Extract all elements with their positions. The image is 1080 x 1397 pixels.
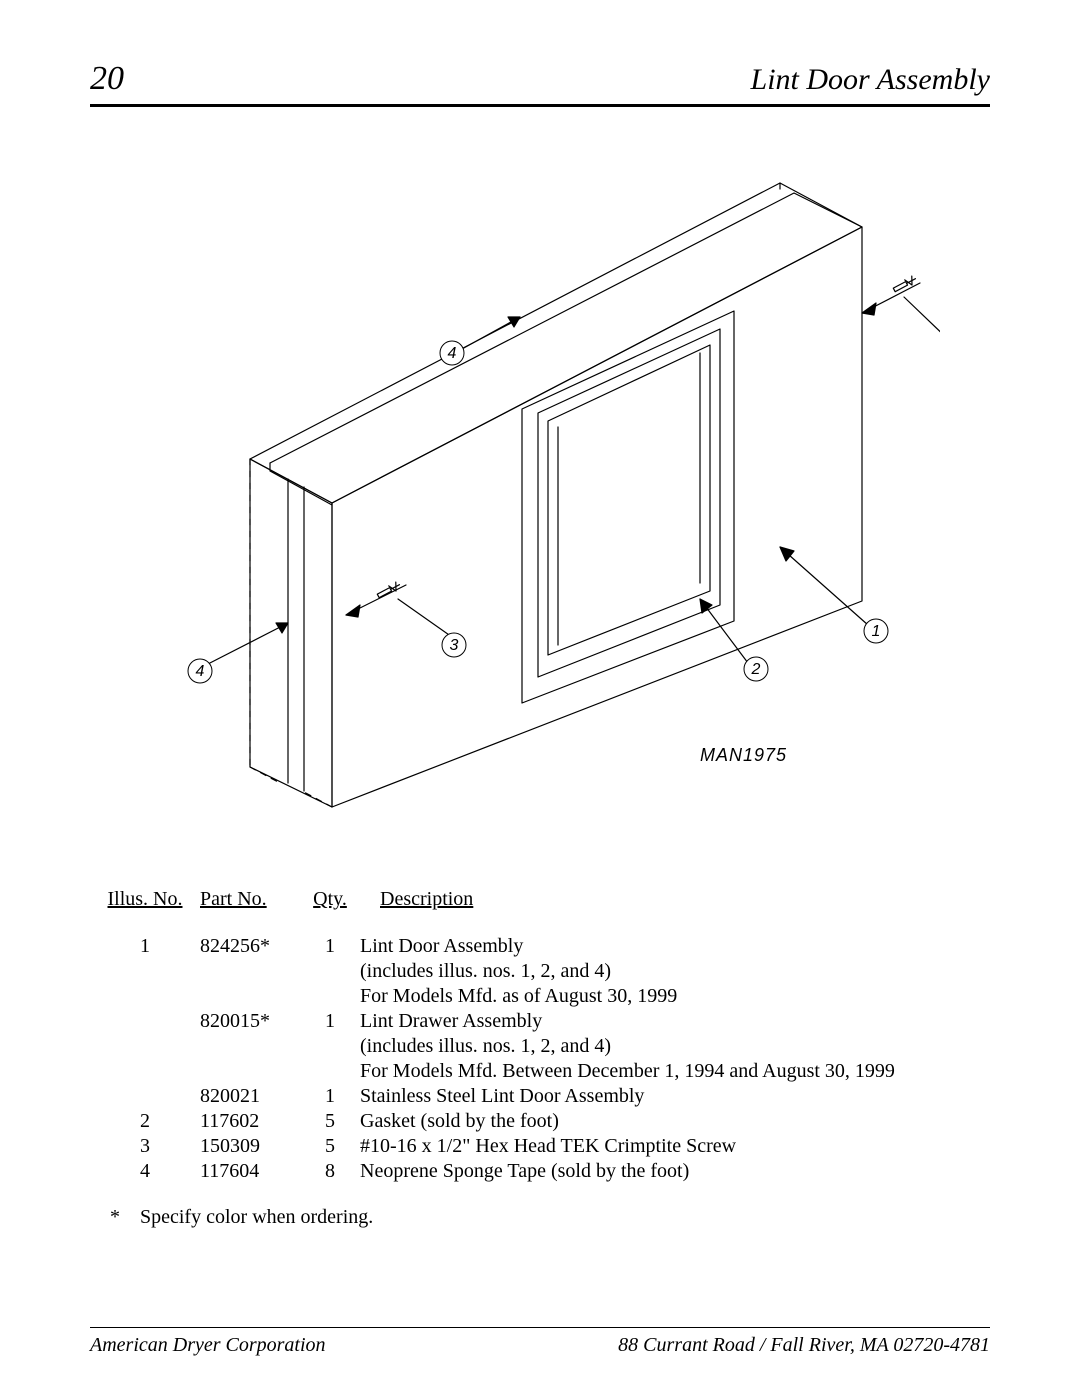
table-body: 1824256*1Lint Door Assembly(includes ill… (90, 934, 990, 1184)
cell-qty (300, 1059, 360, 1084)
callout-2: 2 (744, 657, 768, 681)
cell-qty: 1 (300, 934, 360, 959)
cell-illus (90, 1009, 200, 1034)
parts-table: Illus. No. Part No. Qty. Description 182… (90, 887, 990, 1184)
cell-part (200, 1034, 300, 1059)
cell-qty (300, 984, 360, 1009)
th-illus: Illus. No. (108, 888, 183, 910)
table-row: 8200211Stainless Steel Lint Door Assembl… (90, 1084, 990, 1109)
cell-desc: #10-16 x 1/2" Hex Head TEK Crimptite Scr… (360, 1134, 990, 1159)
assembly-diagram: 4 3 4 3 2 (140, 147, 940, 827)
cell-desc: Stainless Steel Lint Door Assembly (360, 1084, 990, 1109)
cell-desc: Neoprene Sponge Tape (sold by the foot) (360, 1159, 990, 1184)
table-row: (includes illus. nos. 1, 2, and 4) (90, 959, 990, 984)
cell-desc: (includes illus. nos. 1, 2, and 4) (360, 1034, 990, 1059)
cell-desc: For Models Mfd. Between December 1, 1994… (360, 1059, 990, 1084)
th-qty: Qty. (313, 888, 347, 910)
page: 20 Lint Door Assembly (0, 0, 1080, 1397)
table-row: 31503095#10-16 x 1/2" Hex Head TEK Crimp… (90, 1134, 990, 1159)
table-row: (includes illus. nos. 1, 2, and 4) (90, 1034, 990, 1059)
page-number: 20 (90, 60, 124, 98)
footer-left: American Dryer Corporation (90, 1334, 326, 1357)
cell-qty: 1 (300, 1084, 360, 1109)
cell-qty (300, 959, 360, 984)
cell-illus (90, 959, 200, 984)
footnote-text: Specify color when ordering. (140, 1206, 373, 1229)
cell-part: 117602 (200, 1109, 300, 1134)
callout-3-lower: 3 (442, 633, 466, 657)
cell-part (200, 1059, 300, 1084)
page-header: 20 Lint Door Assembly (90, 60, 990, 107)
callout-label: 3 (450, 637, 459, 654)
cell-illus (90, 1034, 200, 1059)
page-footer: American Dryer Corporation 88 Currant Ro… (90, 1327, 990, 1357)
callout-label: 4 (196, 663, 205, 680)
cell-illus (90, 984, 200, 1009)
cell-part: 820015* (200, 1009, 300, 1034)
cell-part (200, 984, 300, 1009)
diagram-area: 4 3 4 3 2 (90, 107, 990, 827)
callout-label: 4 (448, 345, 457, 362)
callout-4-lower: 4 (188, 659, 212, 683)
cell-desc: Lint Door Assembly (360, 934, 990, 959)
cell-qty: 1 (300, 1009, 360, 1034)
cell-part: 150309 (200, 1134, 300, 1159)
cell-part: 824256* (200, 934, 300, 959)
callout-1: 1 (864, 619, 888, 643)
cell-part: 117604 (200, 1159, 300, 1184)
cell-qty: 5 (300, 1109, 360, 1134)
cell-qty: 5 (300, 1134, 360, 1159)
callout-4-upper: 4 (440, 341, 464, 365)
cell-illus: 1 (90, 934, 200, 959)
table-row: For Models Mfd. Between December 1, 1994… (90, 1059, 990, 1084)
callout-label: 2 (751, 661, 761, 678)
cell-desc: For Models Mfd. as of August 30, 1999 (360, 984, 990, 1009)
cell-desc: Lint Drawer Assembly (360, 1009, 990, 1034)
footnote: * Specify color when ordering. (90, 1206, 990, 1229)
table-row: 1824256*1Lint Door Assembly (90, 934, 990, 959)
table-row: For Models Mfd. as of August 30, 1999 (90, 984, 990, 1009)
cell-illus (90, 1059, 200, 1084)
th-desc: Description (380, 888, 473, 910)
cell-desc: (includes illus. nos. 1, 2, and 4) (360, 959, 990, 984)
cell-qty (300, 1034, 360, 1059)
table-row: 820015*1Lint Drawer Assembly (90, 1009, 990, 1034)
cell-qty: 8 (300, 1159, 360, 1184)
cell-illus: 3 (90, 1134, 200, 1159)
footnote-symbol: * (90, 1206, 140, 1229)
cell-illus (90, 1084, 200, 1109)
diagram-code: MAN1975 (700, 745, 787, 765)
th-part: Part No. (200, 888, 267, 910)
cell-illus: 4 (90, 1159, 200, 1184)
page-title: Lint Door Assembly (751, 63, 990, 97)
cell-desc: Gasket (sold by the foot) (360, 1109, 990, 1134)
callout-label: 1 (872, 623, 881, 640)
cell-part: 820021 (200, 1084, 300, 1109)
table-row: 21176025Gasket (sold by the foot) (90, 1109, 990, 1134)
table-row: 41176048Neoprene Sponge Tape (sold by th… (90, 1159, 990, 1184)
footer-right: 88 Currant Road / Fall River, MA 02720-4… (618, 1334, 990, 1357)
table-header-row: Illus. No. Part No. Qty. Description (90, 887, 990, 912)
cell-part (200, 959, 300, 984)
cell-illus: 2 (90, 1109, 200, 1134)
